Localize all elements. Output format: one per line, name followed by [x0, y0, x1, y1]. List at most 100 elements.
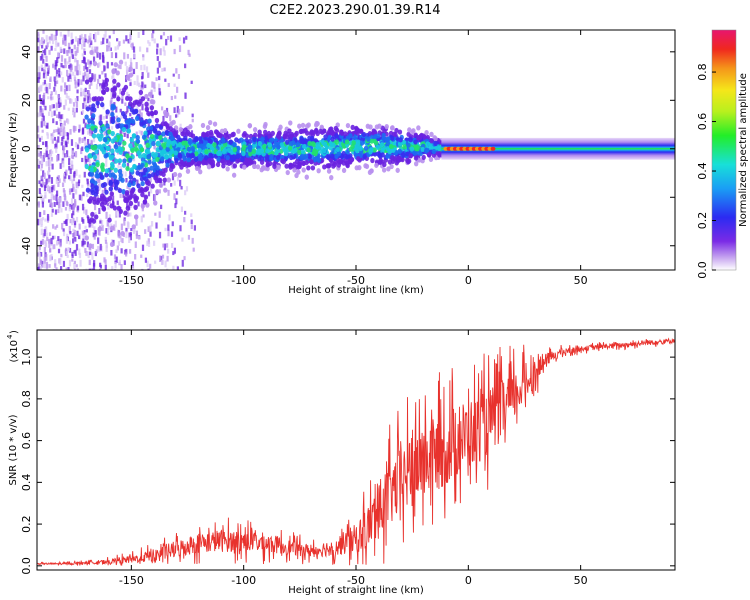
spectrogram-speckle: [84, 139, 87, 146]
spectrogram-speck: [389, 163, 394, 170]
spectrogram-speckle: [126, 185, 129, 189]
spectrogram-speck: [299, 128, 304, 134]
spectrogram-speck: [247, 147, 253, 153]
spectrogram-speckle: [125, 227, 128, 233]
spectrogram-speck: [91, 96, 96, 102]
spectrogram-speck: [413, 155, 419, 161]
spectrogram-speckle: [83, 171, 86, 178]
spectrogram-speckle: [51, 163, 54, 170]
spectrogram-speckle: [98, 115, 101, 122]
spectrogram-speck: [127, 157, 133, 163]
spectrogram-speckle: [147, 102, 150, 110]
spectrogram-speck: [295, 141, 301, 148]
spectrogram-speck: [131, 224, 136, 230]
spectrogram-speckle: [59, 99, 62, 105]
spectrogram-speckle: [132, 230, 136, 234]
spectrogram-speckle: [154, 143, 157, 150]
spectrogram-speckle: [112, 72, 115, 79]
spectrogram-speck: [322, 148, 327, 154]
spectrogram-speckle: [93, 226, 96, 234]
spectrogram-speck: [117, 168, 123, 175]
spectrogram-speckle: [48, 49, 51, 55]
spectrogram-speckle: [37, 47, 40, 53]
spectrogram-speck: [353, 134, 358, 140]
spectrogram-speckle: [68, 158, 71, 165]
spectrogram-speckle: [117, 64, 120, 69]
spectrogram-speckle: [52, 224, 55, 229]
spectrogram-speck: [109, 241, 115, 247]
spectrogram-speckle: [181, 259, 184, 267]
spectrogram-speck: [133, 204, 138, 210]
spectrogram-speckle: [68, 165, 71, 171]
spectrogram-speck: [112, 91, 117, 97]
spectrogram-speck: [406, 142, 411, 148]
spectrogram-speckle: [55, 107, 58, 111]
spectrogram-speckle: [78, 64, 81, 71]
spectrogram-speckle: [57, 136, 60, 143]
spectrogram-speck: [381, 167, 387, 173]
spectrogram-speckle: [74, 80, 77, 85]
spectrogram-speckle: [40, 176, 43, 180]
spectrogram-speck: [95, 199, 100, 205]
spectrogram-speck: [336, 151, 342, 157]
spectrogram-speckle: [69, 219, 72, 224]
spectrogram-speckle: [38, 85, 41, 92]
spectrogram-speckle: [132, 141, 135, 149]
spectrogram-speckle: [105, 182, 109, 186]
spectrogram-speck: [373, 133, 378, 140]
spectrogram-speck: [288, 164, 293, 170]
spectrogram-speck: [158, 177, 163, 183]
spectrogram-speck: [87, 153, 93, 159]
spectrogram-speckle: [147, 97, 150, 101]
spectrogram-speckle: [132, 265, 135, 270]
spectrogram-speck: [375, 144, 381, 150]
spectrogram-speckle: [40, 64, 43, 68]
spectrogram-speck: [215, 161, 221, 168]
spectrogram-speckle: [63, 82, 67, 88]
colorbar: 0.0 0.2 0.4 0.6 0.8 Normalized spectral ampl…: [696, 29, 749, 279]
spectrogram-speckle: [97, 63, 100, 68]
spectrogram-speckle: [53, 34, 56, 41]
spectrogram-speckle: [115, 256, 118, 263]
spectrogram-speck: [146, 154, 151, 160]
spectrogram-speckle: [163, 67, 166, 72]
spectrogram-speck: [303, 127, 308, 134]
spectrogram-speck: [99, 196, 105, 202]
spectrogram-speck: [183, 127, 188, 133]
spectrogram-speckle: [129, 34, 132, 40]
spectrogram-speck: [128, 72, 134, 78]
spectrogram-speck: [226, 147, 232, 153]
spectrogram-speckle: [114, 46, 117, 51]
spectrogram-speckle: [71, 164, 74, 170]
spectrogram-speck: [388, 143, 394, 150]
spectrogram-speck: [113, 167, 118, 173]
spectrogram-speckle: [59, 266, 63, 270]
spectrogram-speckle: [85, 229, 88, 233]
spectrogram-speckle: [68, 190, 72, 195]
spectrogram-speckle: [83, 240, 86, 245]
spectrogram-speck: [146, 180, 152, 187]
spectrogram-speckle: [151, 94, 154, 99]
spectrogram-speckle: [50, 97, 53, 101]
spectrogram-speckle: [119, 64, 122, 70]
spectrogram-speck: [247, 138, 253, 145]
spectrogram-speckle: [73, 222, 77, 228]
spectrogram-speckle: [84, 122, 87, 129]
spectrogram-speck: [408, 137, 413, 143]
spectrogram-speckle: [128, 37, 132, 43]
spectrogram-speckle: [54, 35, 57, 41]
spectrogram-speckle: [66, 138, 69, 144]
spectrogram-speckle: [138, 82, 141, 88]
spectrogram-speckle: [41, 37, 45, 42]
spectrogram-speck: [304, 174, 309, 180]
spectrogram-speckle: [111, 195, 115, 203]
spectrogram-speckle: [44, 191, 47, 199]
spectrogram-speckle: [136, 104, 139, 111]
spectrogram-speckle: [64, 140, 67, 146]
spectrogram-speckle: [160, 106, 164, 111]
spectrogram-speck: [398, 137, 403, 143]
spectrogram-speckle: [53, 136, 57, 141]
spectrogram-speckle: [99, 262, 102, 267]
spectrogram-speckle: [39, 55, 43, 61]
spectrogram-speckle: [128, 187, 131, 193]
